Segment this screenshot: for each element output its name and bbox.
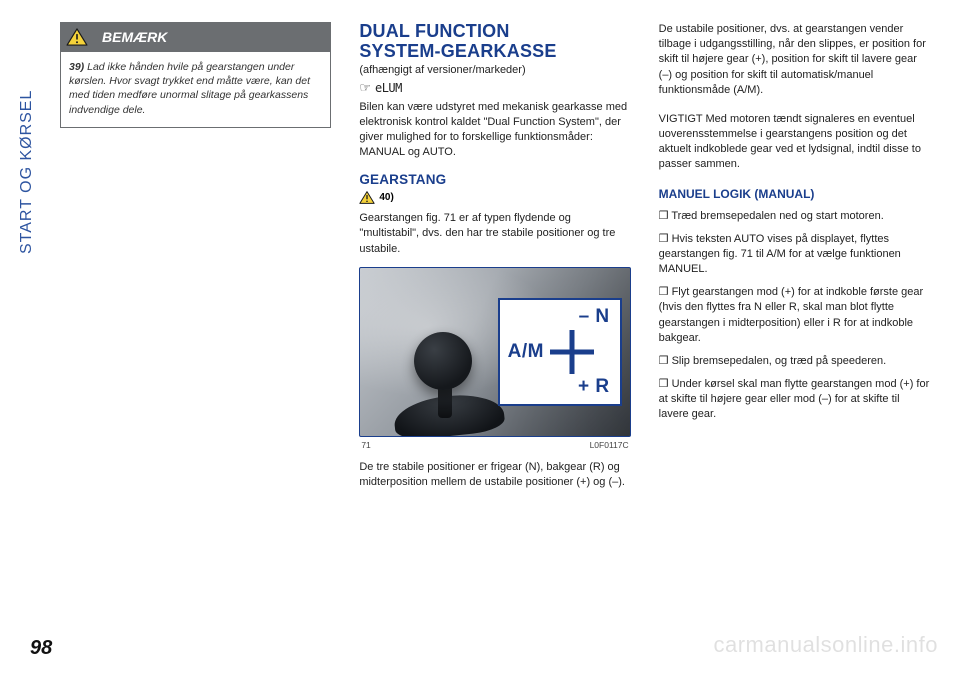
- column-3: De ustabile positioner, dvs. at gearstan…: [659, 22, 930, 618]
- fig-label-box: – N A/M + R: [498, 298, 622, 406]
- heading-line1: DUAL FUNCTION: [359, 22, 630, 42]
- figure-caption: 71 L0F0117C: [359, 440, 630, 450]
- para-unstable: De ustabile positioner, dvs. at gearstan…: [659, 22, 930, 98]
- page-number: 98: [30, 637, 52, 660]
- bullet-1: Træd bremsepedalen ned og start motoren.: [659, 209, 930, 224]
- subheading-gearstang: GEARSTANG: [359, 172, 630, 187]
- manual-page: START OG KØRSEL BEMÆRK 39) Lad ikke hånd…: [0, 0, 960, 678]
- fig-knob: [414, 332, 472, 390]
- warning-ref-num: 40): [379, 192, 393, 203]
- eco-text: eLUM: [375, 81, 402, 95]
- bullet-2: Hvis teksten AUTO vises på displayet, fl…: [659, 232, 930, 278]
- note-text: Lad ikke hånden hvile på gearstangen und…: [69, 61, 310, 116]
- heading-line2: SYSTEM-GEARKASSE: [359, 42, 630, 62]
- figure-number: 71: [361, 440, 370, 450]
- section-tab: START OG KØRSEL: [18, 24, 40, 254]
- warning-icon: [66, 28, 88, 46]
- figure-gearshift: – N A/M + R: [359, 267, 630, 437]
- para-intro: Bilen kan være udstyret med mekanisk gea…: [359, 100, 630, 161]
- warning-icon: [359, 191, 375, 204]
- gear-label-am: A/M: [508, 341, 544, 363]
- para-vigtigt: VIGTIGT Med motoren tændt signaleres en …: [659, 112, 930, 173]
- eco-row: ☞ eLUM: [359, 80, 630, 96]
- gear-gate-icon: [546, 326, 598, 378]
- warning-ref: 40): [359, 191, 393, 204]
- hand-icon: ☞: [359, 80, 371, 96]
- note-number: 39): [69, 61, 84, 73]
- heading-subtitle: (afhængigt af versioner/markeder): [359, 64, 630, 76]
- note-title-text: BEMÆRK: [102, 29, 167, 45]
- figure-code: L0F0117C: [590, 440, 629, 450]
- note-header: BEMÆRK: [60, 22, 331, 52]
- subheading-manual: MANUEL LOGIK (MANUAL): [659, 187, 930, 201]
- para-positions: De tre stabile positioner er frigear (N)…: [359, 460, 630, 490]
- column-1: BEMÆRK 39) Lad ikke hånden hvile på gear…: [60, 22, 331, 618]
- gear-label-n: – N: [579, 306, 610, 328]
- columns: BEMÆRK 39) Lad ikke hånden hvile på gear…: [60, 22, 930, 618]
- gear-label-r: + R: [578, 376, 610, 398]
- para-gearstang: Gearstangen fig. 71 er af typen flydende…: [359, 211, 630, 257]
- note-body: 39) Lad ikke hånden hvile på gearstangen…: [60, 52, 331, 128]
- watermark: carmanualsonline.info: [713, 632, 938, 658]
- column-2: DUAL FUNCTION SYSTEM-GEARKASSE (afhængig…: [359, 22, 630, 618]
- bullet-5: Under kørsel skal man flytte gearstangen…: [659, 377, 930, 423]
- bullet-3: Flyt gearstangen mod (+) for at indkoble…: [659, 285, 930, 346]
- bullet-4: Slip bremsepedalen, og træd på speederen…: [659, 354, 930, 369]
